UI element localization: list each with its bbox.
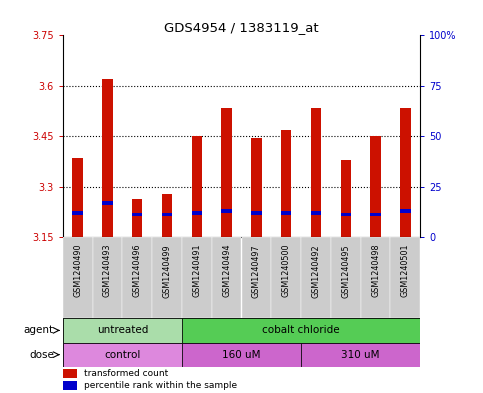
- Bar: [390, 237, 420, 318]
- Bar: [132, 213, 142, 217]
- Bar: [281, 130, 291, 237]
- Bar: [370, 213, 381, 217]
- Text: GSM1240497: GSM1240497: [252, 244, 261, 298]
- Text: GSM1240492: GSM1240492: [312, 244, 320, 298]
- Bar: [212, 237, 242, 318]
- Text: dose: dose: [29, 350, 54, 360]
- Bar: [182, 237, 212, 318]
- Bar: [162, 213, 172, 217]
- Text: control: control: [104, 350, 141, 360]
- Bar: [251, 211, 262, 215]
- Bar: [301, 343, 420, 367]
- Bar: [341, 160, 351, 237]
- Bar: [221, 108, 232, 237]
- Text: GSM1240496: GSM1240496: [133, 244, 142, 298]
- Bar: [93, 237, 122, 318]
- Text: cobalt chloride: cobalt chloride: [262, 325, 340, 335]
- Bar: [271, 237, 301, 318]
- Text: 310 uM: 310 uM: [341, 350, 380, 360]
- Text: GSM1240499: GSM1240499: [163, 244, 171, 298]
- Bar: [162, 194, 172, 237]
- Bar: [400, 108, 411, 237]
- Title: GDS4954 / 1383119_at: GDS4954 / 1383119_at: [164, 21, 319, 34]
- Bar: [251, 138, 262, 237]
- Text: GSM1240494: GSM1240494: [222, 244, 231, 298]
- Bar: [370, 136, 381, 237]
- Text: GSM1240498: GSM1240498: [371, 244, 380, 298]
- Bar: [361, 237, 390, 318]
- Text: untreated: untreated: [97, 325, 148, 335]
- Bar: [192, 136, 202, 237]
- Bar: [311, 108, 321, 237]
- Bar: [311, 211, 321, 215]
- Text: 160 uM: 160 uM: [222, 350, 261, 360]
- Bar: [63, 369, 77, 378]
- Bar: [182, 343, 301, 367]
- Text: agent: agent: [24, 325, 54, 335]
- Text: percentile rank within the sample: percentile rank within the sample: [84, 381, 237, 390]
- Bar: [400, 209, 411, 213]
- Bar: [72, 158, 83, 237]
- Bar: [242, 237, 271, 318]
- Bar: [152, 237, 182, 318]
- Bar: [63, 318, 182, 343]
- Bar: [72, 211, 83, 215]
- Text: transformed count: transformed count: [84, 369, 169, 378]
- Bar: [331, 237, 361, 318]
- Bar: [221, 209, 232, 213]
- Text: GSM1240490: GSM1240490: [73, 244, 82, 298]
- Text: GSM1240495: GSM1240495: [341, 244, 350, 298]
- Bar: [63, 381, 77, 390]
- Bar: [182, 318, 420, 343]
- Text: GSM1240491: GSM1240491: [192, 244, 201, 298]
- Bar: [341, 213, 351, 217]
- Text: GSM1240493: GSM1240493: [103, 244, 112, 298]
- Bar: [132, 199, 142, 237]
- Bar: [122, 237, 152, 318]
- Bar: [192, 211, 202, 215]
- Bar: [63, 237, 93, 318]
- Bar: [301, 237, 331, 318]
- Bar: [63, 343, 182, 367]
- Bar: [281, 211, 291, 215]
- Text: GSM1240501: GSM1240501: [401, 244, 410, 298]
- Bar: [102, 201, 113, 205]
- Text: GSM1240500: GSM1240500: [282, 244, 291, 298]
- Bar: [102, 79, 113, 237]
